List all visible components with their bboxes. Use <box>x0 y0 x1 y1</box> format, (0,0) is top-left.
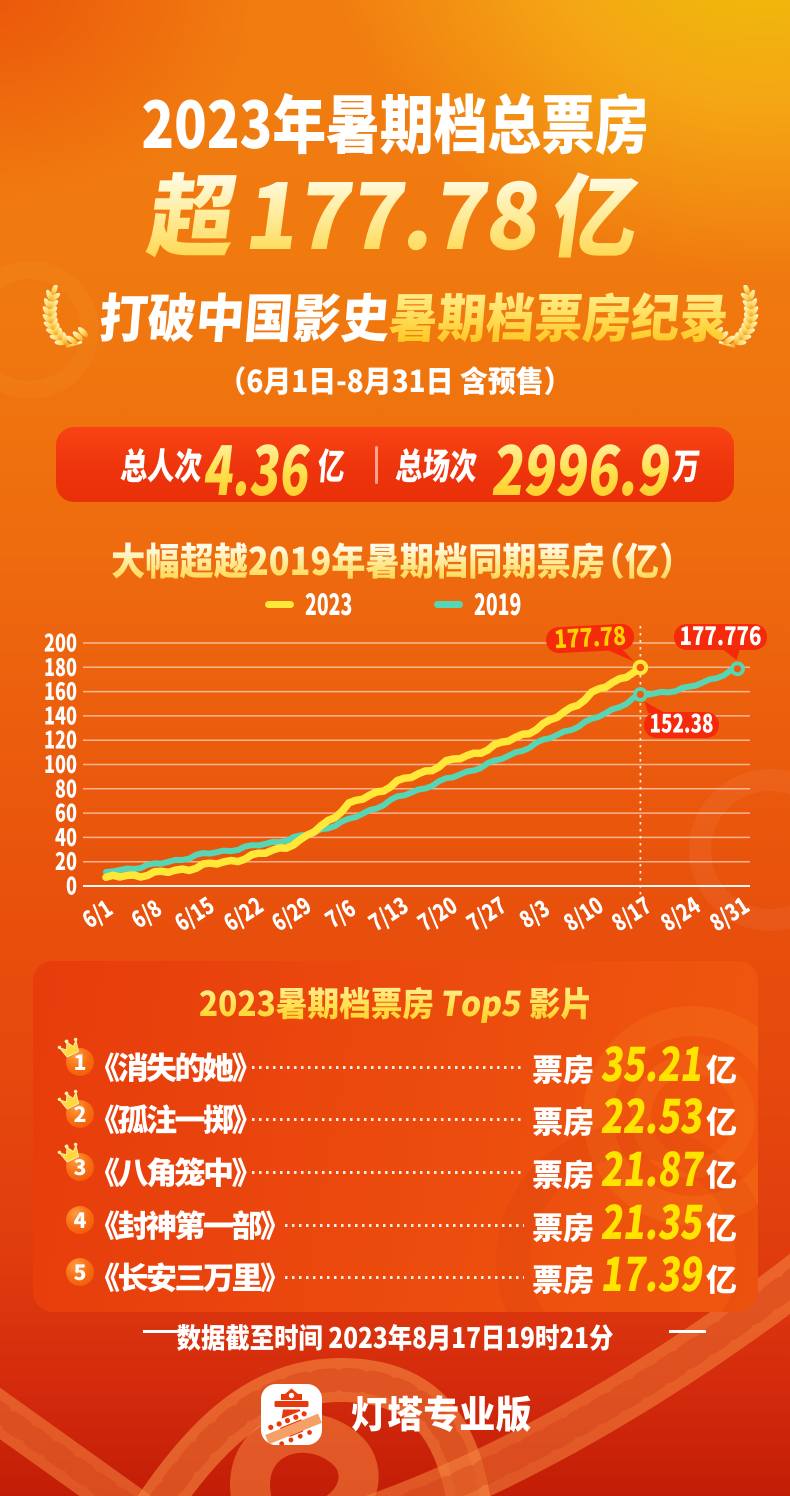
svg-text:60: 60 <box>55 794 77 829</box>
svg-text:80: 80 <box>55 769 77 804</box>
svg-text:7/27: 7/27 <box>459 887 512 938</box>
svg-text:160: 160 <box>44 672 77 707</box>
svg-text:6/8: 6/8 <box>124 890 168 935</box>
svg-text:8/17: 8/17 <box>604 887 657 938</box>
svg-text:6/1: 6/1 <box>75 890 119 935</box>
svg-text:7/6: 7/6 <box>318 890 362 935</box>
svg-text:177.776: 177.776 <box>680 617 762 653</box>
svg-text:8/24: 8/24 <box>653 887 706 938</box>
svg-text:120: 120 <box>44 721 77 756</box>
svg-text:8/3: 8/3 <box>512 890 556 935</box>
svg-text:6/29: 6/29 <box>264 887 317 938</box>
svg-text:140: 140 <box>44 696 77 731</box>
svg-text:180: 180 <box>44 648 77 683</box>
svg-text:7/20: 7/20 <box>410 887 463 938</box>
svg-text:20: 20 <box>55 842 77 877</box>
svg-text:8/10: 8/10 <box>556 887 609 938</box>
svg-text:40: 40 <box>55 818 77 853</box>
svg-text:100: 100 <box>44 745 77 780</box>
svg-text:6/15: 6/15 <box>167 887 220 938</box>
svg-text:7/13: 7/13 <box>361 887 414 938</box>
svg-text:0: 0 <box>66 867 77 902</box>
svg-text:200: 200 <box>44 624 77 659</box>
svg-text:152.38: 152.38 <box>650 705 714 741</box>
svg-text:8/31: 8/31 <box>702 887 755 938</box>
svg-text:6/22: 6/22 <box>216 887 269 938</box>
svg-text:177.78: 177.78 <box>553 617 627 657</box>
